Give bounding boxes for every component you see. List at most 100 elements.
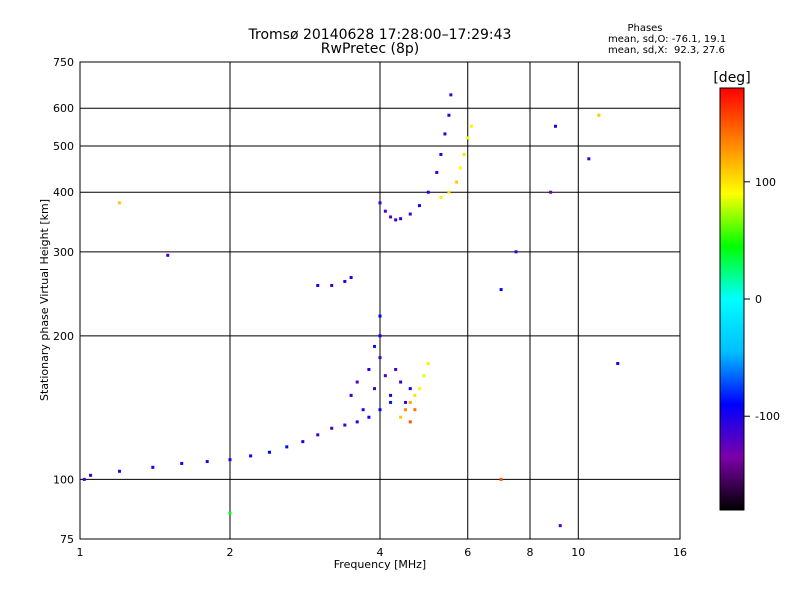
data-point (166, 253, 170, 257)
y-tick-label: 750 (53, 56, 74, 69)
data-point (349, 276, 353, 280)
data-point (499, 477, 503, 481)
data-point (553, 124, 557, 128)
data-point (439, 195, 443, 199)
data-point (367, 415, 371, 419)
data-point (447, 190, 451, 194)
data-point (361, 408, 365, 412)
x-axis: 1 2 4 6 8 10 16 (77, 546, 688, 559)
data-point (228, 458, 232, 462)
x-tick-label: 4 (377, 546, 384, 559)
data-point (343, 279, 347, 283)
data-point (378, 201, 382, 205)
data-point (449, 93, 453, 97)
data-point (378, 356, 382, 360)
colorbar-tick-label: 0 (755, 293, 762, 306)
x-tick-label: 2 (227, 546, 234, 559)
data-point (267, 450, 271, 454)
data-point (389, 393, 393, 397)
data-point (378, 334, 382, 338)
data-point (349, 393, 353, 397)
y-tick-label: 600 (53, 102, 74, 115)
data-point (408, 387, 412, 391)
data-point (117, 201, 121, 205)
stats-x-line: mean, sd,X: 92.3, 27.6 (608, 45, 725, 56)
data-point (469, 124, 473, 128)
data-point (399, 380, 403, 384)
colorbar: [deg] -100 0 100 (713, 70, 780, 511)
data-point (426, 361, 430, 365)
data-point (343, 423, 347, 427)
x-tick-label: 10 (571, 546, 585, 559)
data-point (373, 344, 377, 348)
data-point (383, 374, 387, 378)
data-point (514, 250, 518, 254)
stats-o-line: mean, sd,O: -76.1, 19.1 (608, 34, 726, 45)
y-tick-label: 500 (53, 140, 74, 153)
plot-frame (79, 61, 681, 540)
stats-heading: Phases (627, 23, 662, 34)
colorbar-ticks: -100 0 100 (744, 176, 780, 423)
data-point (403, 400, 407, 404)
data-point (413, 408, 417, 412)
data-point (549, 190, 553, 194)
chart-title: Tromsø 20140628 17:28:00–17:29:43 (248, 27, 512, 43)
data-point (417, 204, 421, 208)
data-point (151, 465, 155, 469)
data-point (355, 380, 359, 384)
data-point (316, 283, 320, 287)
data-point (367, 367, 371, 371)
data-point (455, 180, 459, 184)
data-point (458, 166, 462, 170)
data-point (499, 288, 503, 292)
data-point (443, 132, 447, 136)
data-point (408, 212, 412, 216)
x-tick-label: 16 (673, 546, 687, 559)
y-axis-label: Stationary phase Virtual Height [km] (38, 199, 51, 401)
data-point (447, 113, 451, 117)
data-point (587, 157, 591, 161)
colorbar-gradient (719, 87, 745, 511)
data-point (394, 218, 398, 222)
data-point (378, 314, 382, 318)
data-point (394, 367, 398, 371)
data-point (301, 440, 305, 444)
y-tick-label: 75 (60, 533, 74, 546)
data-point (426, 190, 430, 194)
data-point (422, 374, 426, 378)
y-tick-label: 100 (53, 473, 74, 486)
x-tick-label: 8 (527, 546, 534, 559)
data-point (316, 433, 320, 437)
data-point (355, 420, 359, 424)
data-point (413, 393, 417, 397)
colorbar-tick-label: 100 (755, 176, 776, 189)
data-point (383, 209, 387, 213)
data-point (616, 361, 620, 365)
data-point (389, 215, 393, 219)
data-point (558, 524, 562, 528)
x-tick-label: 1 (77, 546, 84, 559)
data-point (89, 473, 93, 477)
y-tick-label: 200 (53, 330, 74, 343)
data-point (399, 217, 403, 221)
data-point (408, 400, 412, 404)
data-point (330, 283, 334, 287)
y-tick-label: 300 (53, 246, 74, 259)
data-point (466, 136, 470, 140)
data-point (180, 461, 184, 465)
y-axis: 75 100 200 300 400 500 600 750 (53, 56, 74, 546)
data-points (82, 93, 620, 528)
data-point (249, 454, 253, 458)
data-point (462, 152, 466, 156)
data-point (117, 469, 121, 473)
data-point (439, 152, 443, 156)
data-point (82, 477, 86, 481)
data-point (330, 426, 334, 430)
data-point (399, 415, 403, 419)
data-point (435, 170, 439, 174)
y-tick-label: 400 (53, 186, 74, 199)
grid (80, 62, 680, 539)
data-point (378, 408, 382, 412)
data-point (389, 400, 393, 404)
